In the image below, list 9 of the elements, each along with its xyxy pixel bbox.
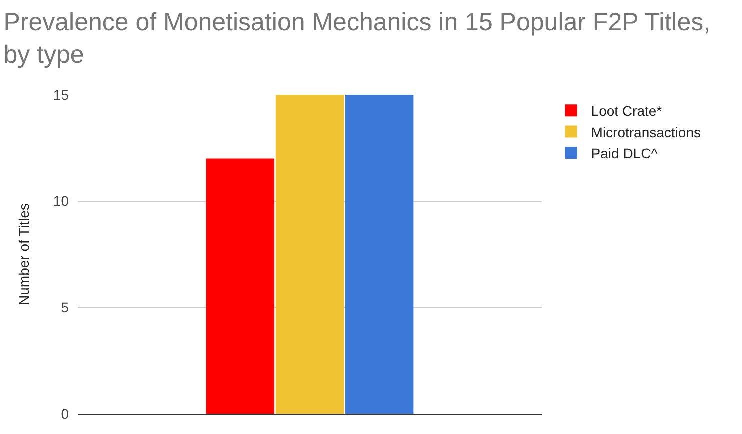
- legend-label: Paid DLC^: [591, 145, 658, 162]
- y-tick-label: 10: [53, 193, 70, 210]
- y-axis-title: Number of Titles: [16, 204, 32, 306]
- legend-label: Loot Crate*: [591, 103, 663, 120]
- chart-title: Prevalence of Monetisation Mechanics in 15 Popular F2P Titles, by type: [4, 8, 711, 69]
- y-tick-label: 0: [61, 406, 70, 422]
- legend-label: Microtransactions: [591, 124, 701, 140]
- y-tick-label: 15: [53, 86, 70, 103]
- y-tick-label: 5: [61, 300, 70, 316]
